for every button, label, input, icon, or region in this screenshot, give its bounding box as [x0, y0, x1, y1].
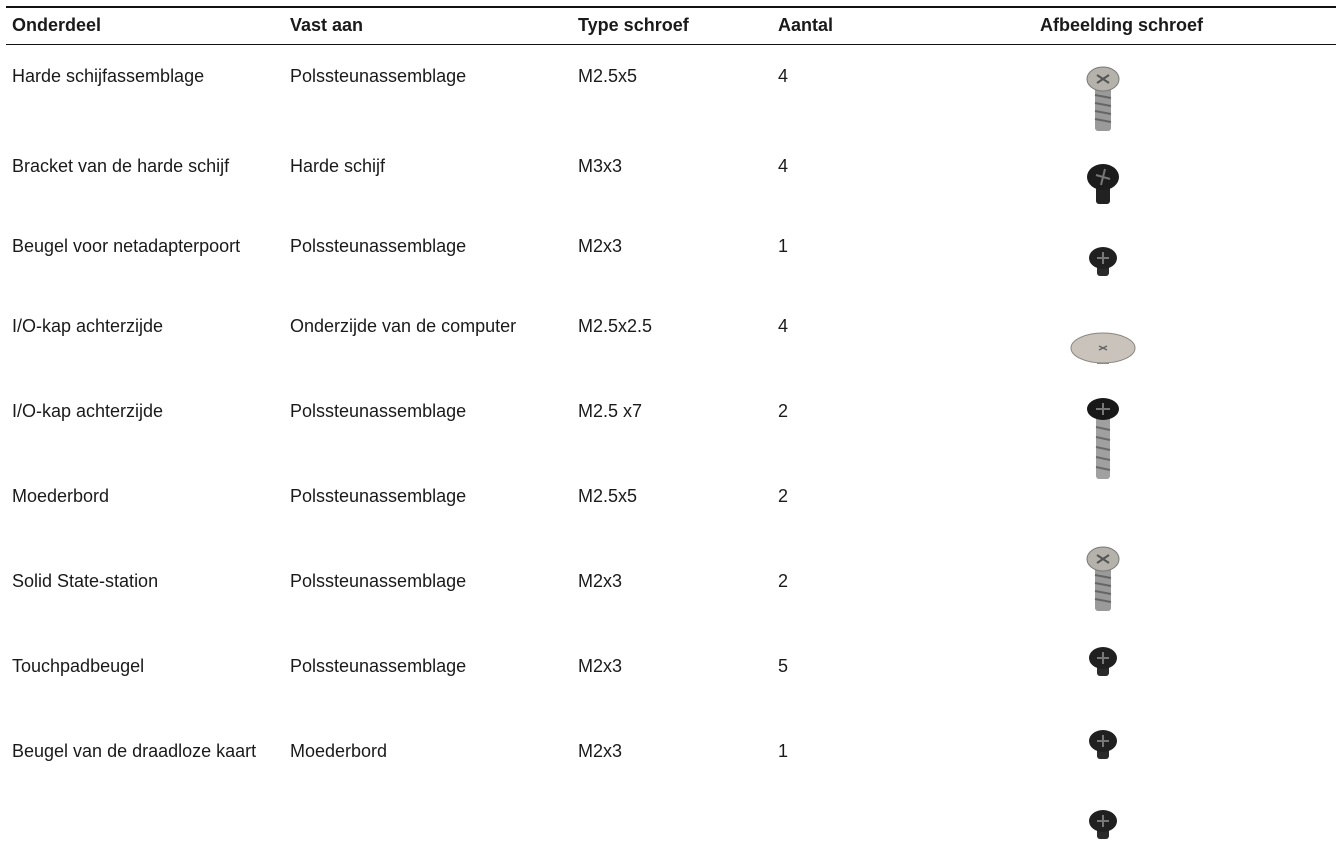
screw-image — [1083, 545, 1123, 615]
screw-type: M2.5x5 — [578, 484, 768, 509]
screw-image — [1083, 395, 1123, 485]
quantity: 4 — [778, 314, 1018, 339]
screw-type: M2x3 — [578, 234, 768, 259]
part-name: I/O-kap achterzijde — [12, 314, 282, 339]
column-header: Type schroef — [578, 13, 768, 38]
header-rule — [6, 44, 1336, 45]
part-name: Moederbord — [12, 484, 282, 509]
attached-to: Harde schijf — [290, 154, 570, 179]
screw-type: M2.5x5 — [578, 64, 768, 89]
table-top-rule — [6, 6, 1336, 8]
attached-to: Polssteunassemblage — [290, 484, 570, 509]
attached-to: Polssteunassemblage — [290, 654, 570, 679]
attached-to: Onderzijde van de computer — [290, 314, 570, 339]
column-header: Afbeelding schroef — [1040, 13, 1330, 38]
screw-type: M2.5x2.5 — [578, 314, 768, 339]
column-header: Vast aan — [290, 13, 570, 38]
screw-image — [1085, 805, 1121, 845]
part-name: I/O-kap achterzijde — [12, 399, 282, 424]
attached-to: Polssteunassemblage — [290, 569, 570, 594]
part-name: Harde schijfassemblage — [12, 64, 282, 89]
screw-type: M2x3 — [578, 739, 768, 764]
quantity: 5 — [778, 654, 1018, 679]
screw-type: M3x3 — [578, 154, 768, 179]
page: Onderdeel Vast aan Type schroef Aantal Afbee… — [0, 0, 1336, 860]
screw-image — [1085, 725, 1121, 765]
screw-type: M2.5 x7 — [578, 399, 768, 424]
screw-type: M2x3 — [578, 654, 768, 679]
screw-image — [1068, 330, 1138, 370]
attached-to: Polssteunassemblage — [290, 399, 570, 424]
screw-type: M2x3 — [578, 569, 768, 594]
quantity: 2 — [778, 569, 1018, 594]
screw-image — [1083, 65, 1123, 135]
part-name: Bracket van de harde schijf — [12, 154, 282, 179]
quantity: 4 — [778, 154, 1018, 179]
part-name: Beugel van de draadloze kaart — [12, 739, 282, 764]
attached-to: Moederbord — [290, 739, 570, 764]
quantity: 4 — [778, 64, 1018, 89]
quantity: 2 — [778, 484, 1018, 509]
part-name: Touchpadbeugel — [12, 654, 282, 679]
part-name: Beugel voor netadapterpoort — [12, 234, 282, 259]
quantity: 1 — [778, 739, 1018, 764]
quantity: 1 — [778, 234, 1018, 259]
quantity: 2 — [778, 399, 1018, 424]
screw-image — [1085, 242, 1121, 282]
column-header: Onderdeel — [12, 13, 282, 38]
part-name: Solid State-station — [12, 569, 282, 594]
attached-to: Polssteunassemblage — [290, 234, 570, 259]
attached-to: Polssteunassemblage — [290, 64, 570, 89]
screw-image — [1083, 160, 1123, 210]
screw-image — [1085, 642, 1121, 682]
column-header: Aantal — [778, 13, 1018, 38]
